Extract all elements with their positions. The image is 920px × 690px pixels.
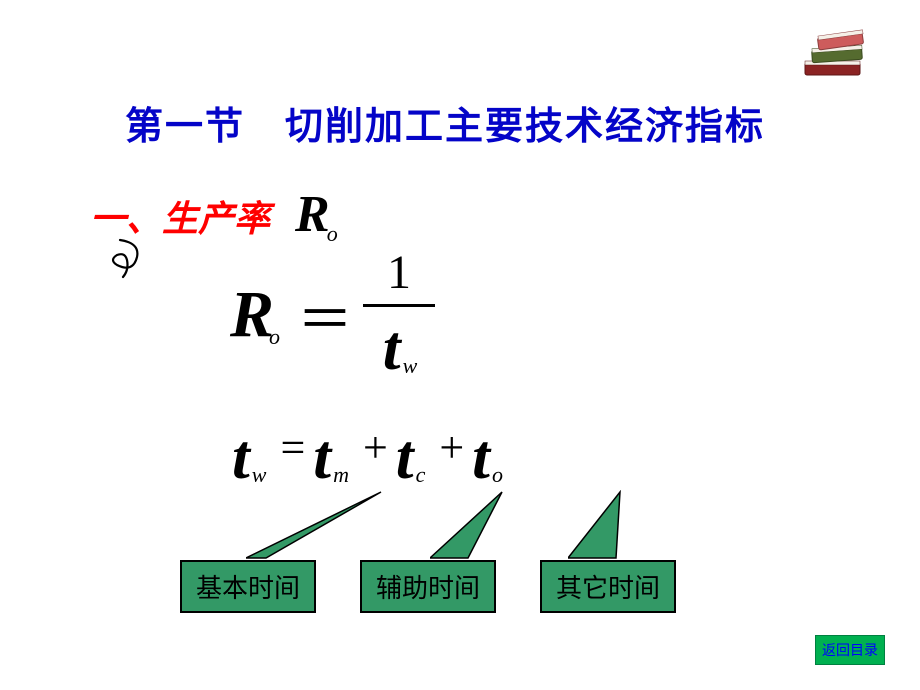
equals-2: = <box>280 422 305 473</box>
arrow-1 <box>246 490 386 562</box>
equals-sign: ＝ <box>297 275 353 356</box>
numerator: 1 <box>387 245 411 304</box>
arrow-3 <box>568 490 658 562</box>
plus-2: + <box>439 422 464 473</box>
var-r-title: R <box>295 185 330 244</box>
callout-other-time: 其它时间 <box>540 560 676 613</box>
books-icon <box>800 28 875 93</box>
sub-w-denom: w <box>403 353 418 379</box>
fraction: 1 t w <box>363 245 435 385</box>
formula-tw-sum: t w = t m + t c + t o <box>232 420 509 494</box>
var-r: R <box>230 277 274 353</box>
sub-c: c <box>416 462 426 488</box>
arrow-2 <box>430 490 520 562</box>
var-t-3: t <box>396 420 414 494</box>
formula-ro-equals: R o ＝ 1 t w <box>230 245 435 385</box>
sub-w: w <box>252 462 267 488</box>
plus-1: + <box>363 422 388 473</box>
wave-decoration <box>105 235 155 296</box>
callout-aux-time: 辅助时间 <box>360 560 496 613</box>
var-t-2: t <box>313 420 331 494</box>
page-title: 第一节 切削加工主要技术经济指标 <box>125 95 765 150</box>
callout-basic-time: 基本时间 <box>180 560 316 613</box>
var-t-4: t <box>472 420 490 494</box>
sub-o-2: o <box>492 462 503 488</box>
sub-o-title: o <box>327 221 338 247</box>
denominator: t w <box>383 307 415 385</box>
var-t-1: t <box>232 420 250 494</box>
sub-o: o <box>269 324 280 350</box>
sub-m: m <box>333 462 349 488</box>
var-t-denom: t <box>383 311 401 385</box>
return-button[interactable]: 返回目录 <box>815 635 885 665</box>
